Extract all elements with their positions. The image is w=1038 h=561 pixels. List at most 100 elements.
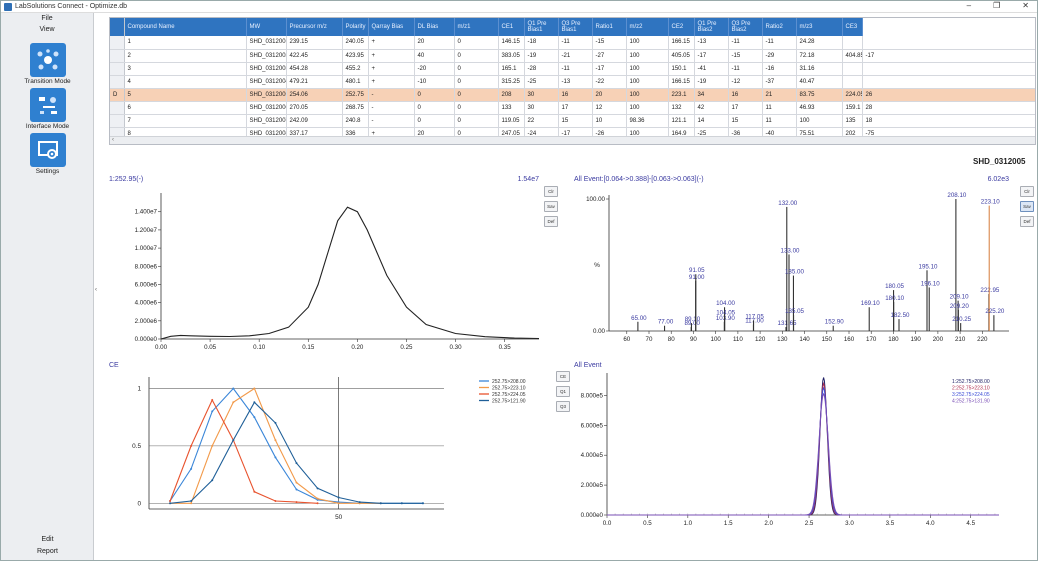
table-cell[interactable]: -11 bbox=[558, 36, 593, 50]
menu-file[interactable]: File bbox=[41, 15, 53, 22]
table-cell[interactable]: 455.2 bbox=[342, 62, 369, 76]
table-cell[interactable]: 17 bbox=[728, 101, 763, 115]
table-cell[interactable]: -27 bbox=[592, 49, 627, 63]
table-cell[interactable]: -17 bbox=[592, 62, 627, 76]
column-header[interactable]: Q1 Pre Bias1 bbox=[524, 18, 559, 36]
column-header[interactable]: CE2 bbox=[668, 18, 695, 36]
table-cell[interactable]: 0 bbox=[454, 75, 499, 89]
table-cell[interactable]: -11 bbox=[558, 62, 593, 76]
table-cell[interactable]: 0 bbox=[454, 101, 499, 115]
table-cell[interactable]: SHD_0312003 bbox=[246, 62, 287, 76]
table-cell[interactable]: SHD_0312005 bbox=[246, 88, 287, 102]
table-cell[interactable]: 15 bbox=[728, 114, 763, 128]
settings-button[interactable]: Settings bbox=[1, 133, 94, 175]
table-cell[interactable]: -37 bbox=[762, 75, 797, 89]
table-cell[interactable]: 121.1 bbox=[668, 114, 695, 128]
all-event-chart[interactable]: All Event 0.000e0 2.000e5 4.000e5 6.000e5 8.0… bbox=[569, 359, 1019, 529]
table-cell[interactable]: 100 bbox=[796, 114, 843, 128]
table-cell[interactable]: 20 bbox=[414, 36, 455, 50]
column-header[interactable]: DL Bias bbox=[414, 18, 455, 36]
column-header[interactable]: Polarity bbox=[342, 18, 369, 36]
table-cell[interactable]: 100 bbox=[626, 75, 669, 89]
table-cell[interactable]: 224.05 bbox=[842, 88, 863, 102]
spectrum-default-button[interactable]: Def bbox=[1020, 216, 1034, 227]
table-cell[interactable]: 404.85 bbox=[842, 49, 863, 63]
close-button[interactable]: ✕ bbox=[1022, 1, 1029, 10]
table-row[interactable]: D 5 SHD_0312005 254.06 252.75-0 0 208 30 16 20 100… bbox=[110, 88, 1035, 102]
table-cell[interactable]: 480.1 bbox=[342, 75, 369, 89]
table-cell[interactable]: 24.28 bbox=[796, 36, 843, 50]
table-cell[interactable]: -28 bbox=[524, 62, 559, 76]
table-cell[interactable]: 42 bbox=[694, 101, 729, 115]
table-cell[interactable]: 383.05 bbox=[498, 49, 525, 63]
table-cell[interactable]: -11 bbox=[728, 62, 763, 76]
default-button[interactable]: Def bbox=[544, 216, 558, 227]
table-cell[interactable]: 16 bbox=[558, 88, 593, 102]
table-row[interactable]: 7 SHD_0312007 242.09 240.8-0 0 119.05 22 15 10 98… bbox=[110, 114, 1035, 128]
spectrum-clear-button[interactable]: Clr bbox=[1020, 186, 1034, 197]
table-cell[interactable]: 100 bbox=[626, 101, 669, 115]
table-cell[interactable]: 0 bbox=[454, 114, 499, 128]
table-cell[interactable] bbox=[862, 62, 1035, 76]
save-button[interactable]: Sav bbox=[544, 201, 558, 212]
table-cell[interactable]: 166.15 bbox=[668, 75, 695, 89]
table-cell[interactable]: 150.1 bbox=[668, 62, 695, 76]
table-cell[interactable]: SHD_0312006 bbox=[246, 101, 287, 115]
table-cell[interactable]: 135 bbox=[842, 114, 863, 128]
table-cell[interactable]: 40.47 bbox=[796, 75, 843, 89]
table-cell[interactable]: 83.75 bbox=[796, 88, 843, 102]
table-row[interactable]: 2 SHD_0312002 422.45 423.95 +40 0 383.05 -19 -21… bbox=[110, 49, 1035, 63]
column-header[interactable]: Ratio1 bbox=[592, 18, 627, 36]
table-cell[interactable]: 6 bbox=[124, 101, 247, 115]
column-header[interactable]: CE1 bbox=[498, 18, 525, 36]
table-cell[interactable]: 254.06 bbox=[286, 88, 343, 102]
column-header[interactable]: MW bbox=[246, 18, 287, 36]
table-cell[interactable]: - bbox=[368, 114, 415, 128]
table-cell[interactable]: + bbox=[368, 49, 415, 63]
table-cell[interactable]: - bbox=[368, 88, 415, 102]
table-cell[interactable]: 423.95 bbox=[342, 49, 369, 63]
table-cell[interactable]: -19 bbox=[694, 75, 729, 89]
table-cell[interactable]: 242.09 bbox=[286, 114, 343, 128]
table-cell[interactable]: 132 bbox=[668, 101, 695, 115]
column-header[interactable]: CE3 bbox=[842, 18, 863, 36]
table-cell[interactable]: 100 bbox=[626, 49, 669, 63]
table-cell[interactable]: -22 bbox=[592, 75, 627, 89]
column-header[interactable]: Q1 Pre Bias2 bbox=[694, 18, 729, 36]
column-header[interactable]: m/z2 bbox=[626, 18, 669, 36]
table-cell[interactable]: -10 bbox=[414, 75, 455, 89]
table-cell[interactable]: 7 bbox=[124, 114, 247, 128]
menu-edit[interactable]: Edit bbox=[41, 536, 54, 543]
table-cell[interactable]: 100 bbox=[626, 36, 669, 50]
table-cell[interactable]: 20 bbox=[592, 88, 627, 102]
table-cell[interactable]: -11 bbox=[728, 36, 763, 50]
table-cell[interactable]: -15 bbox=[592, 36, 627, 50]
table-cell[interactable] bbox=[842, 62, 863, 76]
q1-button[interactable]: Q1 bbox=[556, 386, 570, 397]
column-header[interactable] bbox=[110, 18, 125, 36]
column-header[interactable]: Compound Name bbox=[124, 18, 247, 36]
table-cell[interactable]: -16 bbox=[762, 62, 797, 76]
table-cell[interactable]: -29 bbox=[762, 49, 797, 63]
table-cell[interactable]: 0 bbox=[454, 88, 499, 102]
table-cell[interactable]: 239.15 bbox=[286, 36, 343, 50]
table-cell[interactable]: 11 bbox=[762, 114, 797, 128]
ce-button[interactable]: CE bbox=[556, 371, 570, 382]
table-cell[interactable]: 11 bbox=[762, 101, 797, 115]
table-cell[interactable]: 12 bbox=[592, 101, 627, 115]
table-cell[interactable]: -13 bbox=[558, 75, 593, 89]
table-cell[interactable]: SHD_0312007 bbox=[246, 114, 287, 128]
table-cell[interactable]: 30 bbox=[524, 88, 559, 102]
table-cell[interactable]: 10 bbox=[592, 114, 627, 128]
column-header[interactable]: Precursor m/z bbox=[286, 18, 343, 36]
column-header[interactable]: Qarray Bias bbox=[368, 18, 415, 36]
table-cell[interactable]: 98.36 bbox=[626, 114, 669, 128]
maximize-button[interactable]: ❐ bbox=[993, 1, 1001, 10]
column-header[interactable]: m/z3 bbox=[796, 18, 843, 36]
table-cell[interactable]: -18 bbox=[524, 36, 559, 50]
table-cell[interactable]: -13 bbox=[694, 36, 729, 50]
table-cell[interactable]: -20 bbox=[414, 62, 455, 76]
table-cell[interactable]: 270.05 bbox=[286, 101, 343, 115]
table-cell[interactable]: 159.1 bbox=[842, 101, 863, 115]
table-cell[interactable]: 30 bbox=[524, 101, 559, 115]
